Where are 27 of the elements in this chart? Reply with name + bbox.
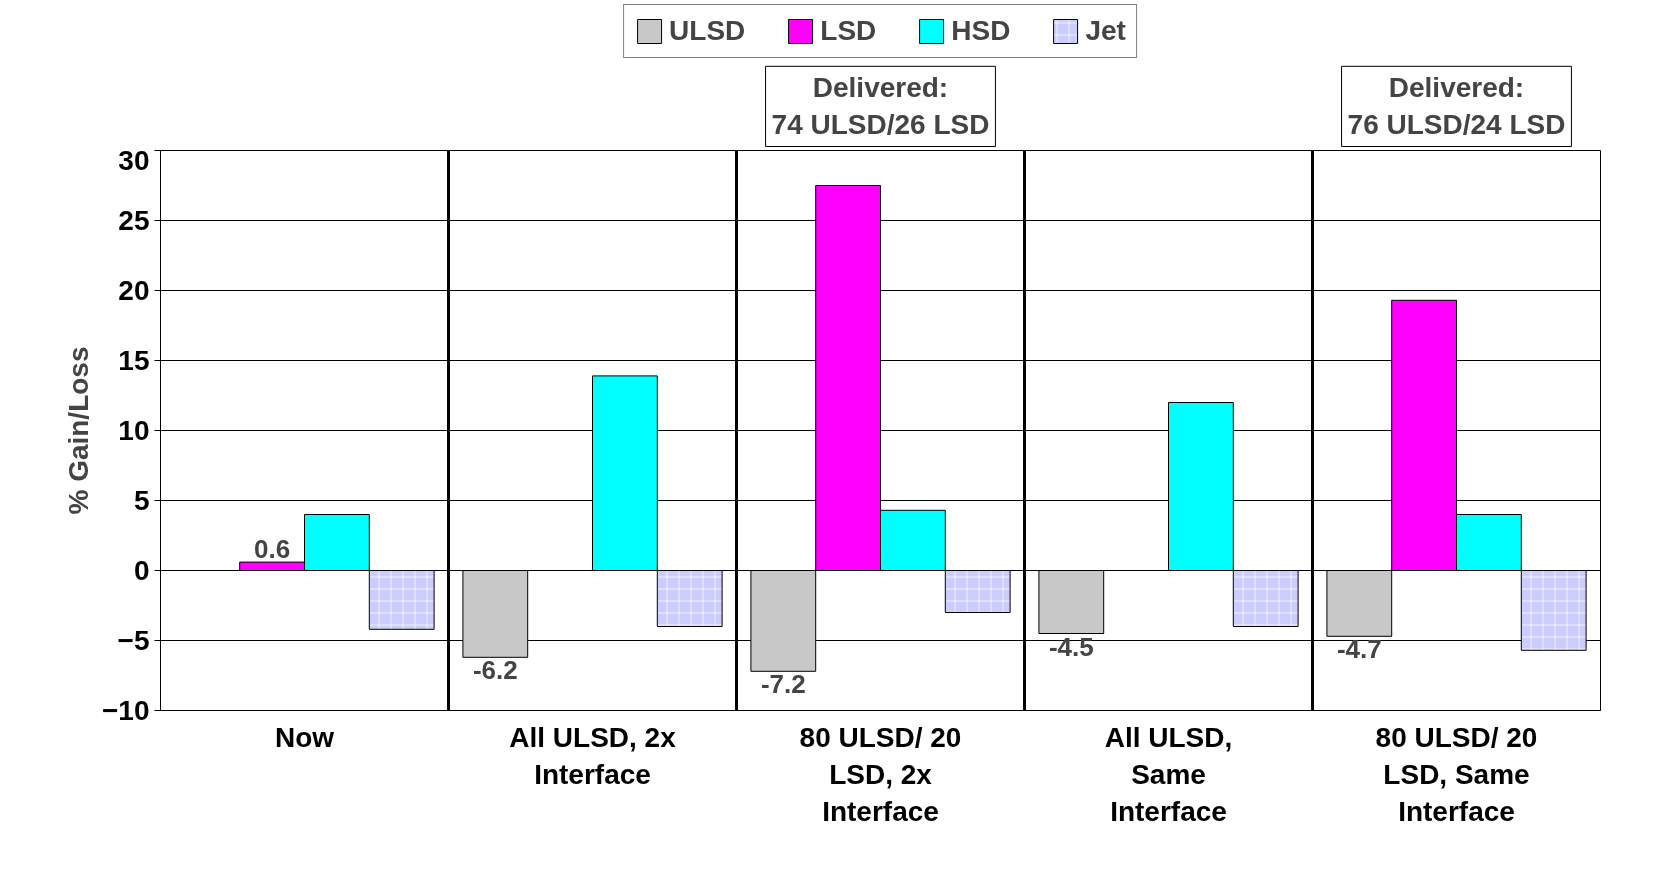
y-tick-label: −10 bbox=[102, 695, 150, 726]
data-label: 0.6 bbox=[254, 534, 291, 565]
legend-label: LSD bbox=[820, 15, 877, 47]
y-tick-label: 15 bbox=[118, 345, 150, 376]
data-label: -4.7 bbox=[1336, 634, 1382, 665]
y-tick-label: 10 bbox=[118, 415, 150, 446]
data-label: -7.2 bbox=[760, 669, 806, 700]
data-label: -4.5 bbox=[1048, 631, 1094, 662]
data-label: -6.2 bbox=[472, 655, 518, 686]
y-tick-label: 25 bbox=[118, 205, 150, 236]
y-tick-label: 5 bbox=[133, 485, 150, 516]
x-tick-label: All ULSD, 2x Interface bbox=[509, 721, 677, 790]
legend-label: HSD bbox=[951, 15, 1011, 47]
y-tick-label: 20 bbox=[118, 275, 150, 306]
y-axis-title: % Gain/Loss bbox=[63, 346, 94, 515]
x-tick-label: All ULSD, Same Interface bbox=[1104, 721, 1233, 827]
y-tick-label: 0 bbox=[133, 555, 150, 586]
x-tick-label: 80 ULSD/ 20 LSD, 2x Interface bbox=[799, 721, 962, 827]
legend-label: Jet bbox=[1085, 15, 1126, 47]
y-tick-label: −5 bbox=[117, 625, 150, 656]
text: Delivered: 74 ULSD/26 LSD bbox=[771, 72, 990, 141]
y-tick-label: 30 bbox=[118, 144, 150, 176]
text: Delivered: 76 ULSD/24 LSD bbox=[1347, 72, 1566, 141]
x-tick-label: Now bbox=[274, 721, 335, 753]
legend-label: ULSD bbox=[669, 15, 746, 47]
bar bbox=[1038, 570, 1105, 634]
x-tick-label: 80 ULSD/ 20 LSD, Same Interface bbox=[1375, 721, 1538, 827]
